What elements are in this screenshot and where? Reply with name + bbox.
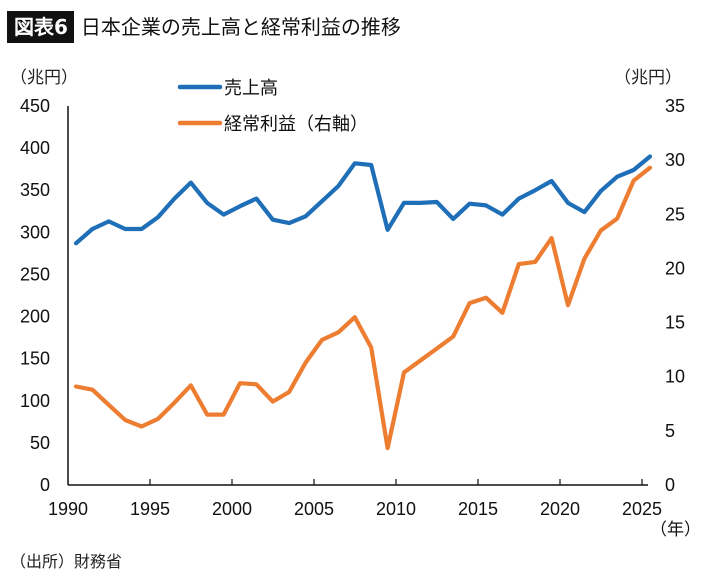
right-y-tick-label: 20	[665, 258, 685, 278]
x-tick-label: 2015	[458, 499, 498, 519]
left-y-tick-labels: 0 50 100 150 200 250 300 350 400 450	[20, 96, 50, 495]
left-y-tick-label: 0	[40, 475, 50, 495]
left-y-tick-label: 100	[20, 391, 50, 411]
left-y-tick-label: 300	[20, 222, 50, 242]
legend-label-sales: 売上高	[224, 78, 278, 99]
left-y-tick-label: 400	[20, 138, 50, 158]
x-tick-label: 1990	[48, 499, 88, 519]
x-tick-label: 1995	[130, 499, 170, 519]
x-tick-label: 2000	[212, 499, 252, 519]
chart-title-block: 図表6 日本企業の売上高と経常利益の推移	[7, 10, 401, 44]
x-axis-unit: （年）	[650, 520, 701, 540]
x-tick-labels: 1990 1995 2000 2005 2010 2015 2020 2025	[48, 499, 662, 519]
left-y-tick-label: 200	[20, 307, 50, 327]
x-tick-label: 2005	[294, 499, 334, 519]
right-y-tick-labels: 0 5 10 15 20 25 30 35	[665, 96, 685, 495]
left-y-tick-label: 450	[20, 96, 50, 116]
right-y-tick-label: 15	[665, 313, 685, 333]
x-tick-label: 2010	[376, 499, 416, 519]
right-axis-unit: （兆円）	[614, 68, 682, 88]
left-y-tick-label: 150	[20, 349, 50, 369]
series-lines	[73, 154, 653, 451]
x-tick-label: 2020	[540, 499, 580, 519]
right-y-tick-label: 30	[665, 150, 685, 170]
left-y-tick-label: 350	[20, 180, 50, 200]
right-y-tick-label: 10	[665, 367, 685, 387]
left-y-tick-label: 50	[30, 433, 50, 453]
source-note: （出所）財務省	[10, 552, 123, 571]
ordinary-profit-line	[73, 165, 653, 451]
legend-label-profit: 経常利益（右軸）	[224, 114, 368, 135]
axes	[67, 106, 648, 486]
right-y-tick-label: 0	[665, 475, 675, 495]
right-y-tick-label: 5	[665, 421, 675, 441]
chart-title: 日本企業の売上高と経常利益の推移	[80, 15, 401, 39]
right-y-tick-label: 25	[665, 204, 685, 224]
sales-line	[73, 154, 653, 246]
left-axis-unit: （兆円）	[10, 68, 78, 88]
x-tick-label: 2025	[622, 499, 662, 519]
left-y-tick-label: 250	[20, 264, 50, 284]
figure-number-badge: 図表6	[7, 11, 74, 43]
right-y-tick-label: 35	[665, 96, 685, 116]
